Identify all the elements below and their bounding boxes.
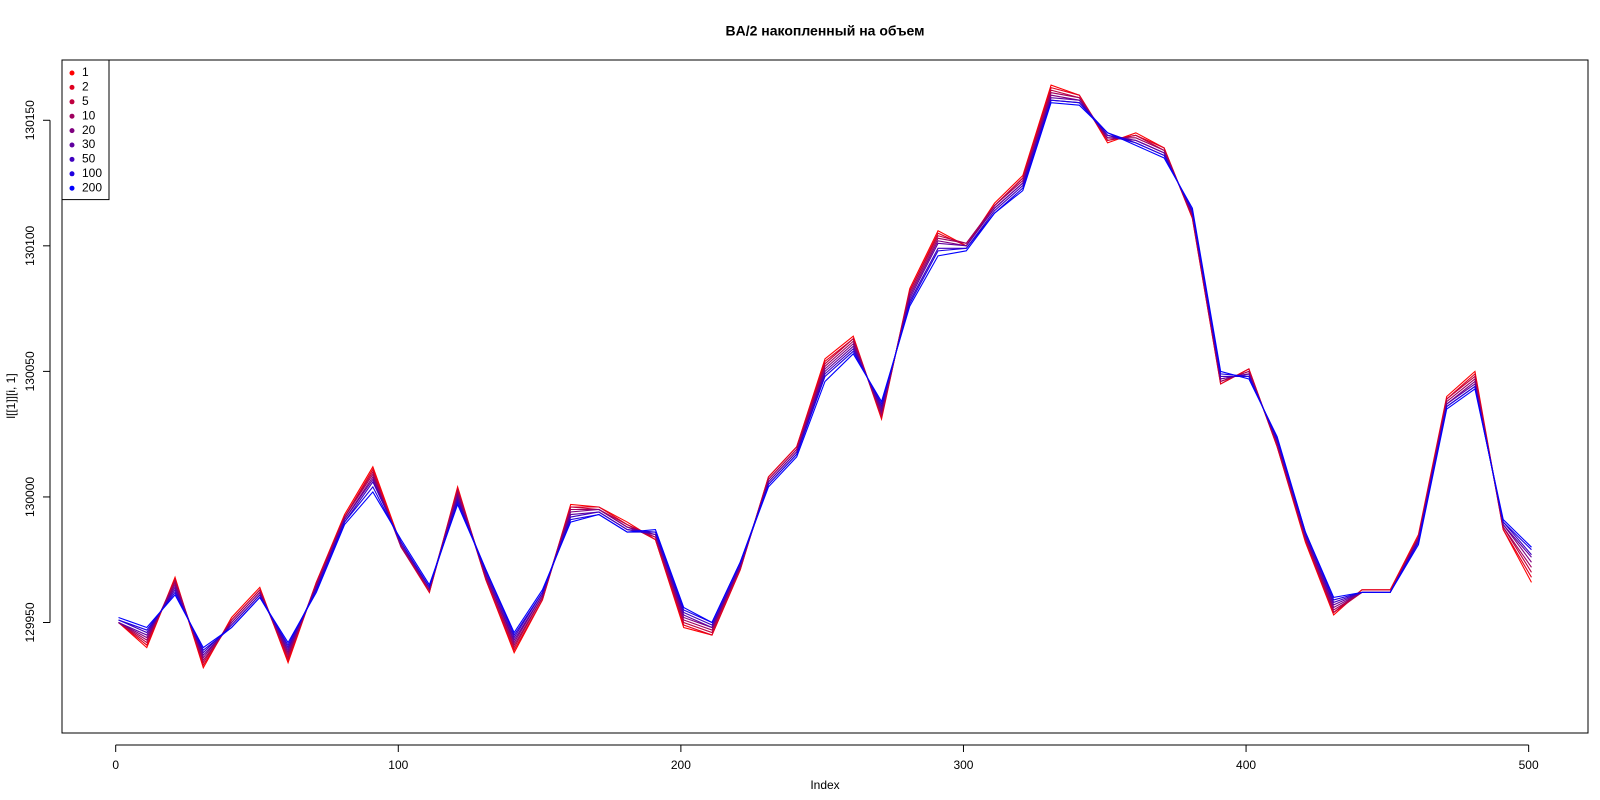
legend-marker	[69, 142, 75, 148]
y-axis-label: l[[1]][i, 1]	[4, 373, 18, 418]
x-tick-label: 100	[388, 758, 408, 772]
y-tick-label: 130050	[23, 351, 37, 391]
y-tick-label: 130000	[23, 477, 37, 517]
legend-label: 5	[82, 94, 89, 108]
legend-marker	[69, 84, 75, 90]
legend-label: 50	[82, 152, 96, 166]
y-tick-label: 130100	[23, 225, 37, 265]
x-tick-label: 200	[671, 758, 691, 772]
legend-marker	[69, 70, 75, 76]
legend-label: 2	[82, 80, 89, 94]
x-tick-label: 400	[1236, 758, 1256, 772]
plot-box	[61, 59, 1589, 734]
y-tick-label: 130150	[23, 100, 37, 140]
x-tick-label: 0	[112, 758, 119, 772]
legend-marker	[69, 128, 75, 134]
legend-marker	[69, 185, 75, 191]
legend-label: 200	[82, 180, 102, 194]
x-tick-label: 300	[953, 758, 973, 772]
legend-label: 10	[82, 108, 96, 122]
legend-marker	[69, 99, 75, 105]
x-axis-label: Index	[810, 778, 839, 792]
legend-marker	[69, 156, 75, 162]
legend-label: 20	[82, 123, 96, 137]
legend-marker	[69, 113, 75, 119]
legend-label: 30	[82, 137, 96, 151]
series-line	[118, 102, 1532, 649]
chart-title: BA/2 накопленный на объем	[725, 23, 924, 39]
x-tick-label: 500	[1519, 758, 1539, 772]
legend-marker	[69, 171, 75, 177]
legend-label: 100	[82, 166, 102, 180]
y-tick-label: 129950	[23, 602, 37, 642]
legend-label: 1	[82, 65, 89, 79]
